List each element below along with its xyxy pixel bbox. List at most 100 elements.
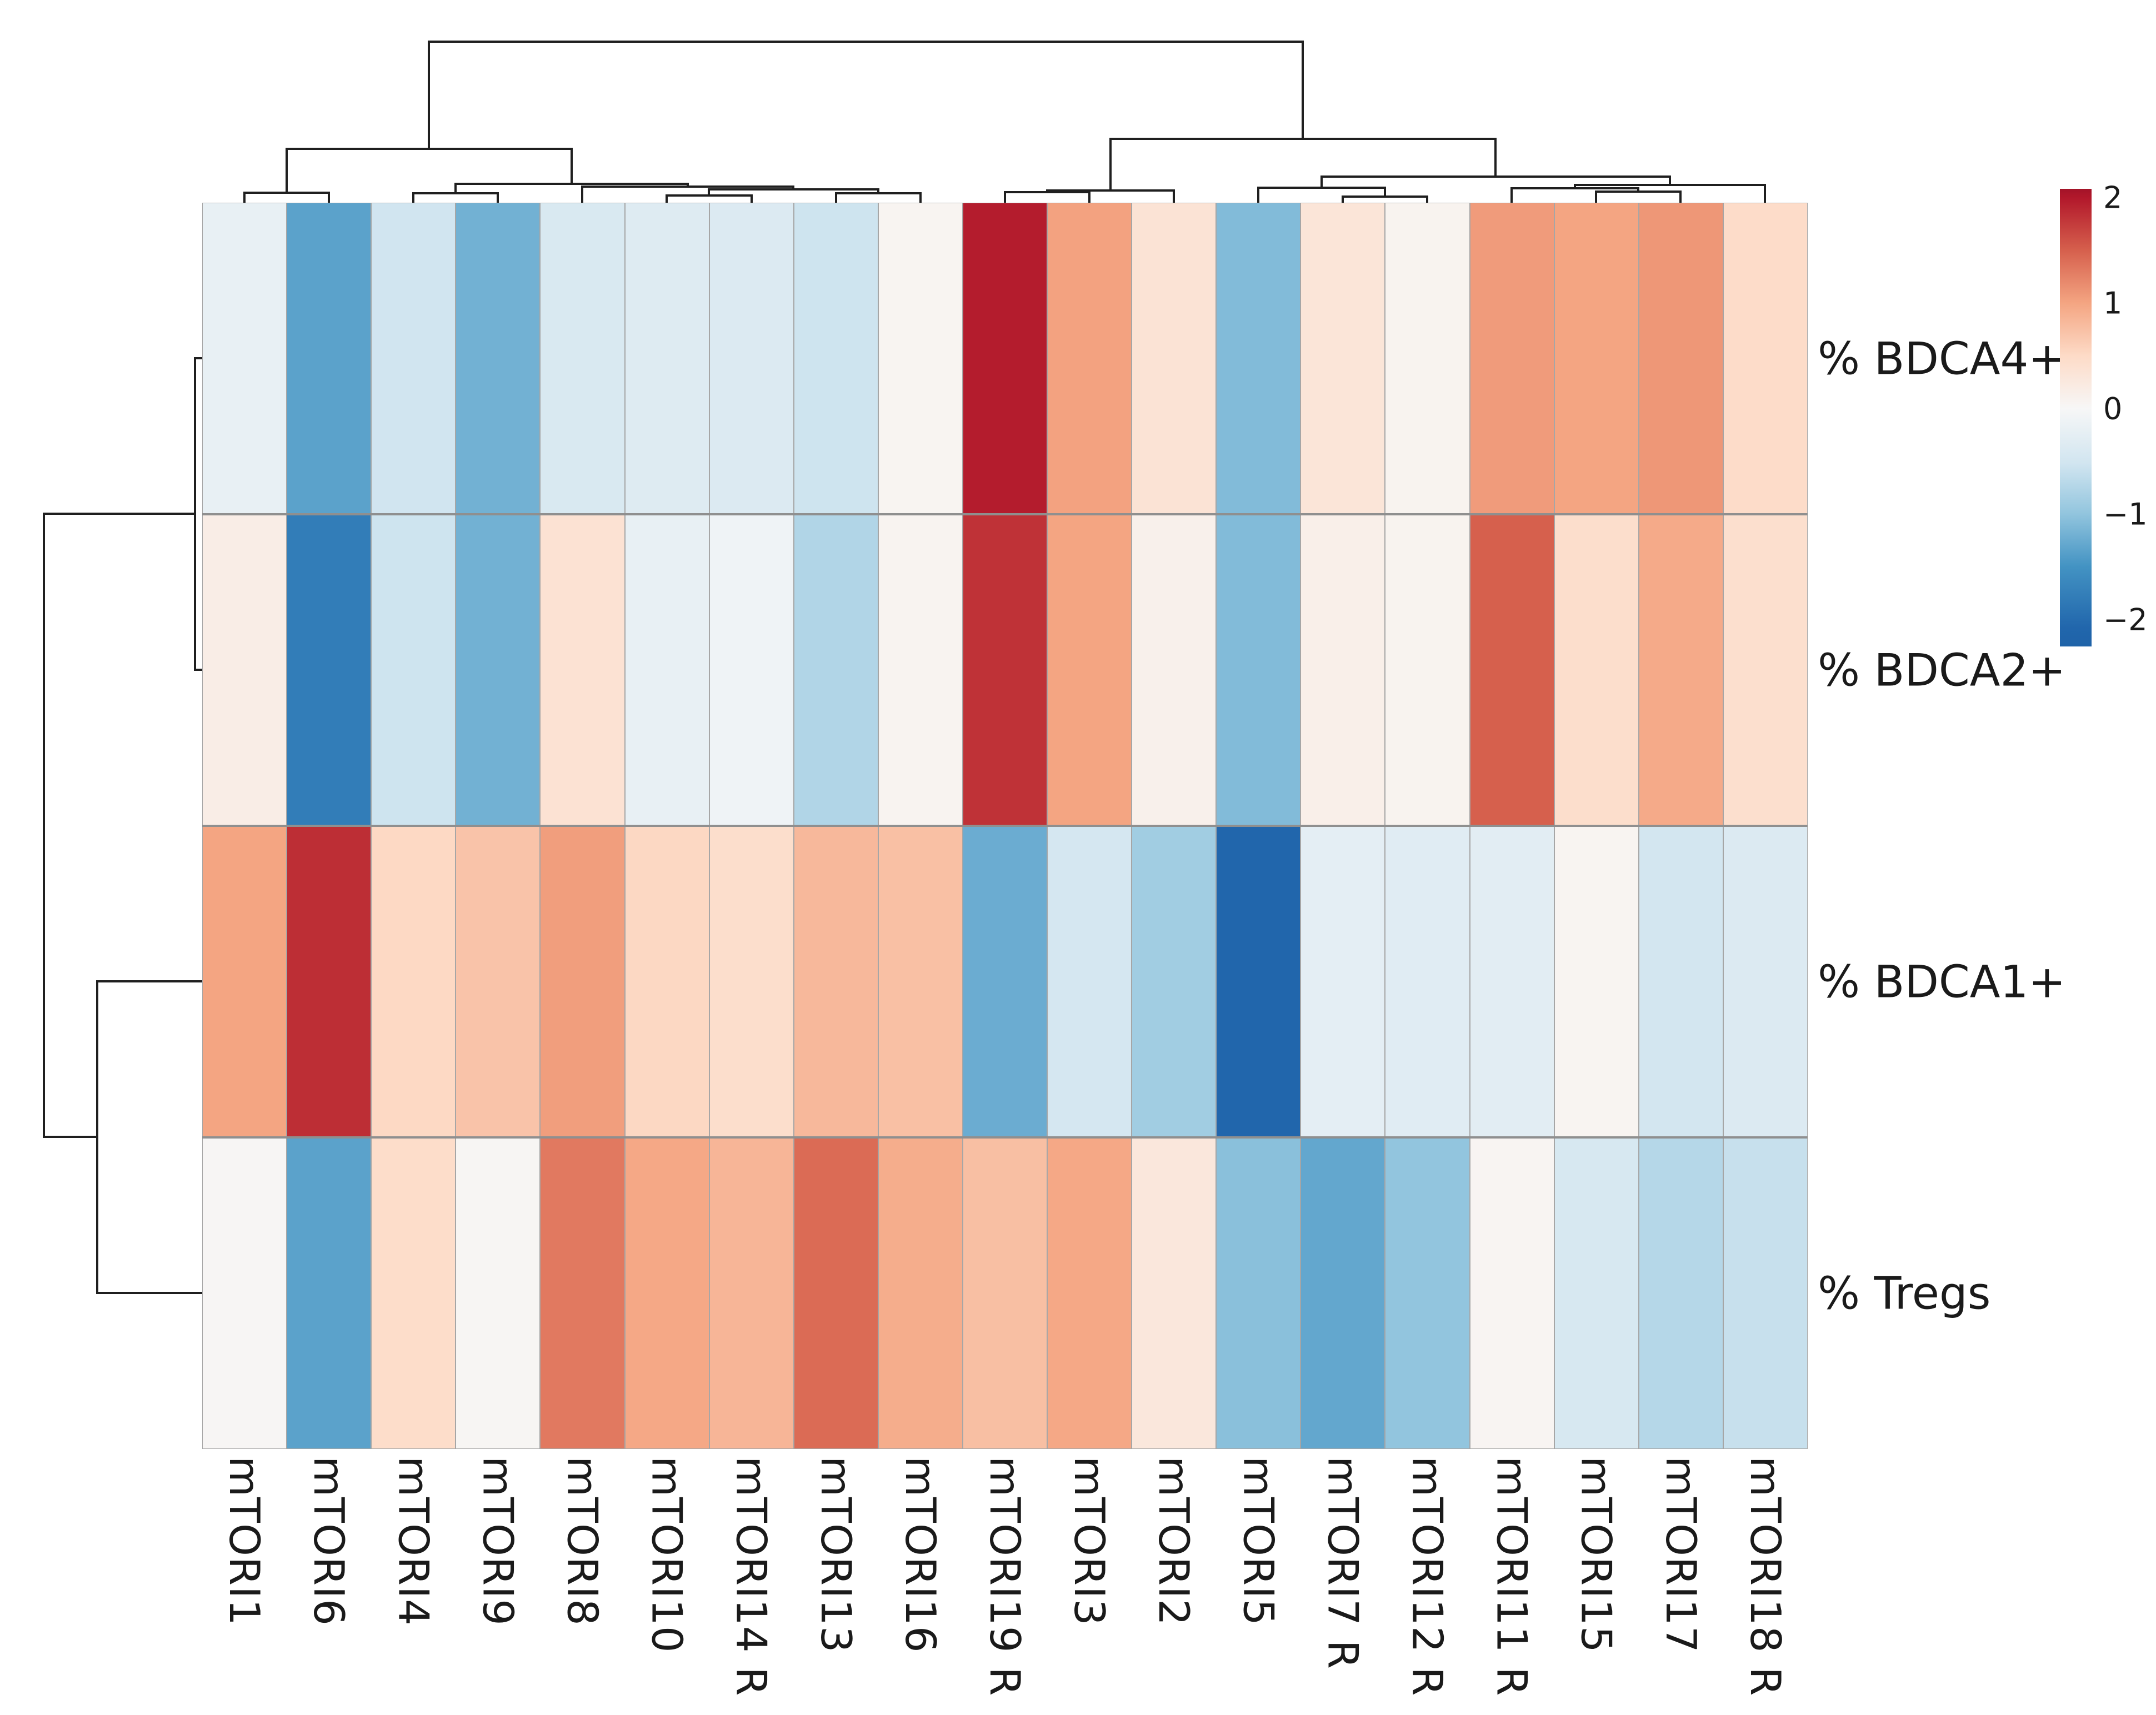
heatmap-cell [202, 1137, 287, 1449]
column-label: mTORI7 R [1318, 1456, 1368, 1669]
heatmap-cell [1469, 203, 1554, 514]
heatmap-cell [1216, 826, 1301, 1137]
heatmap-cell [540, 514, 625, 826]
heatmap-cell [1216, 1137, 1301, 1449]
heatmap-cell [1047, 514, 1132, 826]
heatmap-cell [1638, 203, 1723, 514]
heatmap-cell [456, 203, 541, 514]
heatmap-cell [371, 514, 456, 826]
column-label: mTORI1 [220, 1456, 269, 1626]
heatmap-cell [1132, 1137, 1217, 1449]
row-label: % BDCA2+ [1818, 644, 2066, 696]
heatmap-cell [1554, 1137, 1639, 1449]
row-divider [202, 825, 1808, 827]
heatmap-cell [202, 514, 287, 826]
heatmap-cell [793, 1137, 878, 1449]
heatmap-cell [1723, 203, 1808, 514]
heatmap-cell [1216, 514, 1301, 826]
column-label: mTORI12 R [1403, 1456, 1452, 1697]
heatmap-cell [1723, 826, 1808, 1137]
heatmap-cell [1385, 203, 1470, 514]
heatmap-cell [1638, 1137, 1723, 1449]
heatmap-cell [1385, 514, 1470, 826]
heatmap-cell [287, 203, 372, 514]
heatmap-cell [1047, 1137, 1132, 1449]
column-label: mTORI17 [1656, 1456, 1705, 1653]
heatmap-cell [624, 514, 709, 826]
column-label: mTORI4 [389, 1456, 438, 1626]
row-label: % BDCA4+ [1818, 333, 2066, 384]
heatmap-cell [793, 203, 878, 514]
heatmap-cell [878, 1137, 963, 1449]
heatmap-cell [1300, 1137, 1385, 1449]
heatmap-cell [709, 826, 794, 1137]
heatmap-cell [962, 203, 1048, 514]
heatmap-cell [878, 514, 963, 826]
heatmap-cell [1554, 514, 1639, 826]
heatmap-cell [1554, 826, 1639, 1137]
column-label: mTORI8 [558, 1456, 607, 1626]
column-label: mTORI19 R [981, 1456, 1029, 1697]
heatmap-cell [709, 203, 794, 514]
heatmap-cell [371, 203, 456, 514]
row-divider [202, 1136, 1808, 1139]
colorbar-tick: −1 [2103, 497, 2148, 532]
column-label: mTORI11 R [1487, 1456, 1537, 1697]
heatmap-cell [1469, 514, 1554, 826]
column-label: mTORI6 [304, 1456, 354, 1626]
heatmap-cell [1469, 826, 1554, 1137]
heatmap-cell [1132, 514, 1217, 826]
heatmap-cell [624, 826, 709, 1137]
heatmap-cell [1638, 826, 1723, 1137]
heatmap-cell [202, 826, 287, 1137]
heatmap-cell [456, 514, 541, 826]
heatmap-cell [202, 203, 287, 514]
heatmap-cell [1554, 203, 1639, 514]
column-label: mTORI15 [1572, 1456, 1621, 1653]
column-dendrogram [243, 41, 1766, 203]
heatmap-cell [371, 826, 456, 1137]
column-label: mTORI2 [1149, 1456, 1199, 1626]
heatmap-cell [1385, 826, 1470, 1137]
heatmap-cell [1723, 514, 1808, 826]
heatmap-cell [624, 1137, 709, 1449]
colorbar [2060, 189, 2092, 646]
heatmap-cell [1300, 826, 1385, 1137]
row-label: % Tregs [1818, 1267, 1991, 1319]
heatmap-cell [709, 514, 794, 826]
column-label: mTORI13 [811, 1456, 861, 1653]
heatmap-cell [1385, 1137, 1470, 1449]
heatmap-cell [456, 1137, 541, 1449]
heatmap-cell [1132, 826, 1217, 1137]
heatmap-cell [287, 1137, 372, 1449]
column-label: mTORI10 [642, 1456, 692, 1653]
heatmap-cell [1047, 203, 1132, 514]
column-label: mTORI14 R [727, 1456, 776, 1697]
heatmap-cell [1300, 514, 1385, 826]
row-dendrogram [43, 357, 202, 1294]
heatmap-cell [1723, 1137, 1808, 1449]
column-label: mTORI5 [1234, 1456, 1283, 1626]
colorbar-tick: 0 [2103, 391, 2123, 427]
heatmap-cell [1469, 1137, 1554, 1449]
heatmap-cell [540, 826, 625, 1137]
heatmap-cell [709, 1137, 794, 1449]
heatmap-cell [1216, 203, 1301, 514]
column-label: mTORI9 [473, 1456, 523, 1626]
column-label: mTORI3 [1065, 1456, 1114, 1626]
heatmap-cell [878, 203, 963, 514]
heatmap-cell [1047, 826, 1132, 1137]
heatmap-cell [1638, 514, 1723, 826]
heatmap-cell [287, 826, 372, 1137]
heatmap-cell [962, 826, 1048, 1137]
heatmap-cell [793, 514, 878, 826]
heatmap-cell [456, 826, 541, 1137]
heatmap-cell [1300, 203, 1385, 514]
heatmap-cell [540, 1137, 625, 1449]
heatmap-cell [371, 1137, 456, 1449]
heatmap-cell [287, 514, 372, 826]
row-divider [202, 513, 1808, 515]
heatmap-cell [1132, 203, 1217, 514]
